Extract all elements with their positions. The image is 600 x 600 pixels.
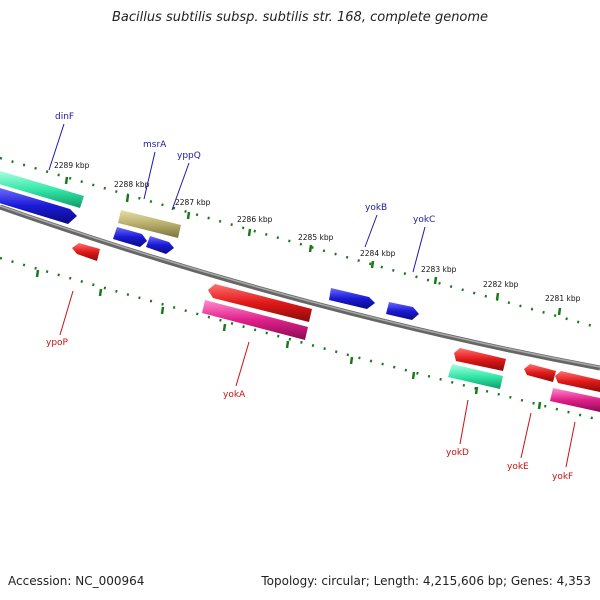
- label-leaders-bottom: [59, 290, 576, 468]
- lower-ruler-ticks: [35, 269, 542, 410]
- genome-backbone: [0, 204, 600, 371]
- feature-yokD-cds[interactable]: [454, 348, 506, 371]
- feature-yokA-cds[interactable]: [208, 284, 312, 322]
- feature-yokA-pink[interactable]: [202, 300, 308, 340]
- ruler-label-2283: 2283 kbp: [421, 265, 457, 274]
- feature-yppQ-olive[interactable]: [118, 210, 181, 238]
- gene-labels-bottom: ypoP yokA yokD yokE yokF: [46, 338, 573, 482]
- feature-yokF-pink[interactable]: [550, 388, 600, 412]
- feature-yokD-teal[interactable]: [448, 364, 503, 389]
- genome-backbone-highlight: [0, 205, 600, 368]
- gene-label-yokD: yokD: [446, 448, 469, 458]
- gene-label-dinF: dinF: [55, 112, 74, 122]
- gene-label-yokA: yokA: [223, 390, 246, 400]
- feature-dinF-teal[interactable]: [0, 171, 84, 208]
- gene-label-yokF: yokF: [552, 472, 573, 482]
- ruler-label-2284: 2284 kbp: [360, 249, 396, 258]
- ruler-label-2288: 2288 kbp: [114, 180, 150, 189]
- gene-label-yokE: yokE: [507, 462, 529, 472]
- accession-text: Accession: NC_000964: [8, 574, 145, 588]
- gene-label-yokC: yokC: [413, 215, 435, 225]
- feature-dinF-cds[interactable]: [0, 188, 77, 224]
- feature-yppQ-cds[interactable]: [146, 236, 174, 254]
- feature-yokC-cds[interactable]: [386, 302, 419, 320]
- ruler-label-2287: 2287 kbp: [175, 198, 211, 207]
- feature-ypoP-cds[interactable]: [72, 243, 100, 261]
- feature-yokB-cds[interactable]: [329, 288, 375, 309]
- gene-label-ypoP: ypoP: [46, 338, 69, 348]
- map-title: Bacillus subtilis subsp. subtilis str. 1…: [111, 10, 489, 25]
- upper-ruler-ticks: [64, 176, 562, 316]
- gene-label-yppQ: yppQ: [177, 151, 201, 161]
- ruler-labels: 2289 kbp 2288 kbp 2287 kbp 2286 kbp 2285…: [54, 161, 581, 303]
- ruler-label-2286: 2286 kbp: [237, 215, 273, 224]
- upper-ruler: [0, 156, 600, 330]
- label-leaders-top: [48, 123, 426, 273]
- ruler-label-2281: 2281 kbp: [545, 294, 581, 303]
- gene-labels-top: dinF msrA yppQ yokB yokC: [55, 112, 435, 225]
- feature-yokF-cds[interactable]: [555, 371, 600, 392]
- ruler-label-2289: 2289 kbp: [54, 161, 90, 170]
- feature-msrA-cds[interactable]: [113, 227, 147, 247]
- gene-label-msrA: msrA: [143, 140, 167, 150]
- feature-yokE-cds[interactable]: [524, 364, 556, 382]
- ruler-label-2282: 2282 kbp: [483, 280, 519, 289]
- ruler-label-2285: 2285 kbp: [298, 233, 334, 242]
- gene-label-yokB: yokB: [365, 203, 387, 213]
- genome-stats-text: Topology: circular; Length: 4,215,606 bp…: [261, 574, 591, 588]
